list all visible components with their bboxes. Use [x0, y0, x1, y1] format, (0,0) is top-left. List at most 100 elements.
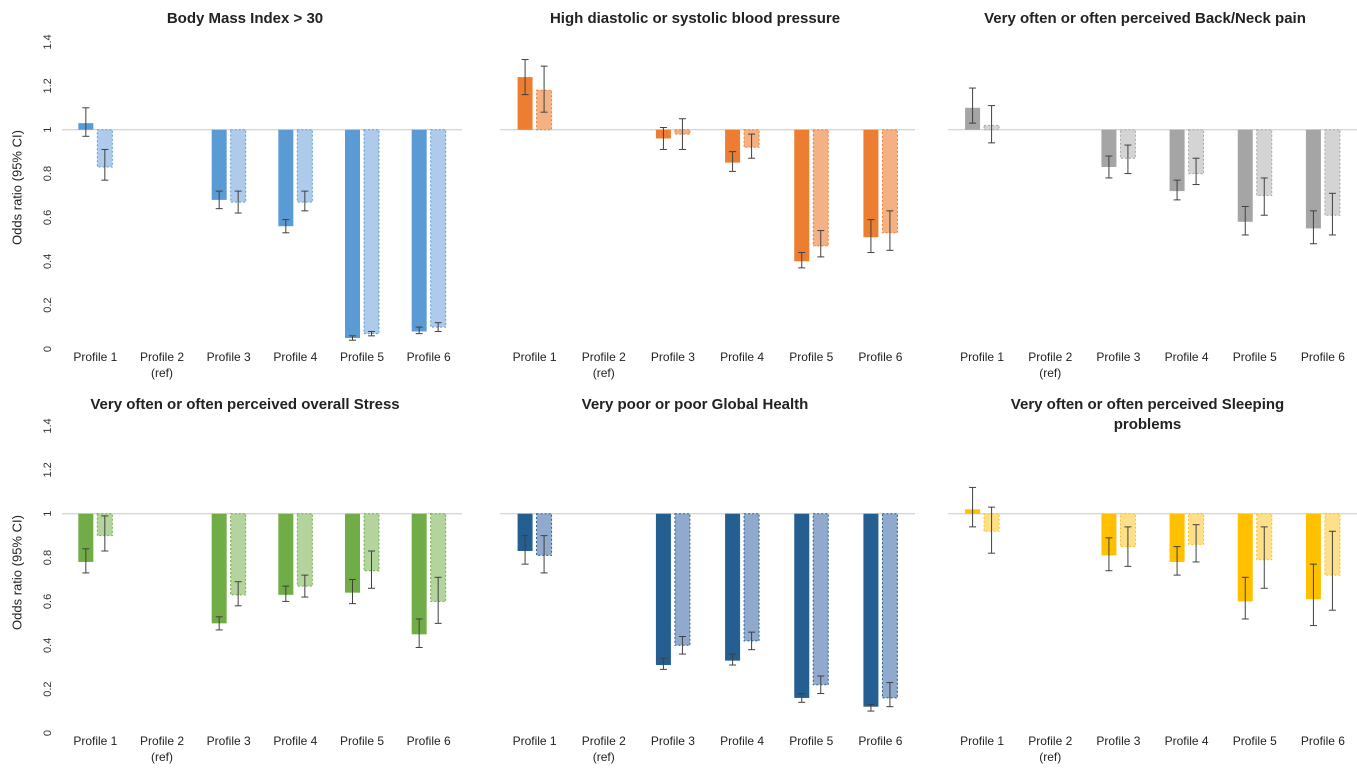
bar: [794, 129, 810, 262]
y-tick-label: 0.8: [42, 550, 54, 565]
x-tick-label: Profile 4: [1165, 350, 1209, 364]
x-tick-label: Profile 1: [73, 350, 117, 364]
bar: [411, 513, 427, 635]
x-tick-label: Profile 6: [407, 734, 451, 748]
chart-panel: 0 0.2 0.4 0.6 0.8 1 1.2 1.4 Profile 1 Profile 2 (r…: [42, 418, 462, 764]
x-tick-label: Profile 5: [789, 350, 833, 364]
bar: [1101, 129, 1117, 167]
y-tick-label: 0.2: [42, 297, 54, 312]
x-tick-label: Profile 6: [1301, 734, 1345, 748]
bar: [881, 513, 898, 699]
x-tick-label: Profile 3: [651, 350, 695, 364]
bar: [345, 513, 360, 593]
bar: [78, 513, 94, 562]
x-tick-label: Profile 3: [207, 350, 251, 364]
x-tick-label: Profile 3: [651, 734, 695, 748]
bar: [430, 513, 447, 602]
y-tick-label: 0.8: [42, 166, 54, 181]
bar: [230, 513, 247, 596]
bar: [211, 129, 227, 200]
bar: [1237, 513, 1253, 602]
x-tick-label: Profile 5: [1233, 350, 1277, 364]
x-tick-label: Profile 6: [1301, 350, 1345, 364]
y-tick-label: 0.6: [42, 594, 54, 609]
x-tick-label: Profile 5: [789, 734, 833, 748]
y-tick-label: 0: [42, 730, 54, 736]
x-tick-label: (ref): [593, 366, 615, 380]
bar: [363, 513, 380, 572]
x-tick-label: Profile 5: [340, 734, 384, 748]
x-tick-label: Profile 5: [1233, 734, 1277, 748]
x-tick-label: (ref): [593, 750, 615, 764]
panel-title: Very often or often perceived overall St…: [90, 396, 400, 413]
y-axis-label: Odds ratio (95% CI): [9, 515, 25, 630]
bar: [812, 129, 829, 247]
x-tick-label: Profile 1: [513, 350, 557, 364]
chart-panel: Profile 1 Profile 2 (ref) Profile 3 Profile …: [500, 59, 915, 380]
y-tick-label: 1.2: [42, 462, 54, 477]
panel-title: Body Mass Index > 30: [166, 10, 324, 27]
bar: [363, 129, 380, 335]
x-tick-label: Profile 4: [273, 350, 317, 364]
panel-title: Very often or often perceived Back/Neck …: [984, 10, 1306, 27]
x-tick-label: (ref): [1039, 750, 1061, 764]
y-tick-label: 1.2: [42, 78, 54, 93]
bar: [1119, 129, 1136, 159]
bar: [411, 129, 427, 332]
bar: [1101, 513, 1117, 556]
x-tick-label: Profile 1: [73, 734, 117, 748]
x-tick-label: Profile 6: [407, 350, 451, 364]
x-tick-label: Profile 4: [720, 734, 764, 748]
y-axis-label: Odds ratio (95% CI): [9, 130, 25, 245]
bar: [96, 129, 113, 168]
chart-panel: 0 0.2 0.4 0.6 0.8 1 1.2 1.4 Profile 1 Profile 2 (r…: [42, 34, 462, 380]
panel-title: Very often or often perceived Sleeping p…: [1010, 396, 1285, 433]
x-tick-label: Profile 2: [140, 350, 184, 364]
bar: [743, 513, 760, 642]
bar: [278, 513, 294, 595]
x-tick-label: (ref): [151, 750, 173, 764]
panel-title: Very poor or poor Global Health: [581, 396, 809, 413]
bar: [278, 129, 294, 227]
x-tick-label: Profile 1: [960, 350, 1004, 364]
y-tick-label: 1: [42, 511, 54, 517]
x-tick-label: Profile 6: [858, 350, 902, 364]
bar: [863, 129, 879, 238]
bar: [1237, 129, 1253, 222]
bar: [296, 129, 313, 203]
chart-panel: Profile 1 Profile 2 (ref) Profile 3 Profile …: [948, 87, 1357, 380]
bar: [655, 513, 671, 666]
bar: [1188, 129, 1205, 175]
bar: [517, 513, 533, 551]
bar: [517, 77, 533, 130]
x-tick-label: Profile 3: [207, 734, 251, 748]
bar: [812, 513, 829, 686]
y-tick-label: 0.2: [42, 681, 54, 696]
y-tick-label: 0.6: [42, 210, 54, 225]
panel-title: High diastolic or systolic blood pressur…: [549, 10, 841, 27]
bar: [863, 513, 879, 707]
bar: [1305, 513, 1321, 600]
bar: [211, 513, 227, 624]
x-tick-label: Profile 1: [960, 734, 1004, 748]
bar: [725, 129, 741, 163]
x-tick-label: Profile 2: [1028, 350, 1072, 364]
bar: [674, 513, 691, 646]
bar: [345, 129, 360, 339]
bar: [430, 129, 447, 328]
x-tick-label: Profile 2: [1028, 734, 1072, 748]
x-tick-label: Profile 5: [340, 350, 384, 364]
y-tick-label: 1.4: [42, 418, 54, 433]
y-tick-label: 1.4: [42, 34, 54, 49]
bar: [794, 513, 810, 698]
y-tick-label: 0.4: [42, 254, 54, 269]
x-tick-label: Profile 4: [1165, 734, 1209, 748]
x-tick-label: Profile 3: [1096, 734, 1140, 748]
y-tick-label: 0.4: [42, 638, 54, 653]
bar: [1169, 129, 1185, 192]
y-tick-label: 0: [42, 346, 54, 352]
x-tick-label: (ref): [1039, 366, 1061, 380]
chart-panel: Profile 1 Profile 2 (ref) Profile 3 Profile …: [948, 486, 1357, 764]
